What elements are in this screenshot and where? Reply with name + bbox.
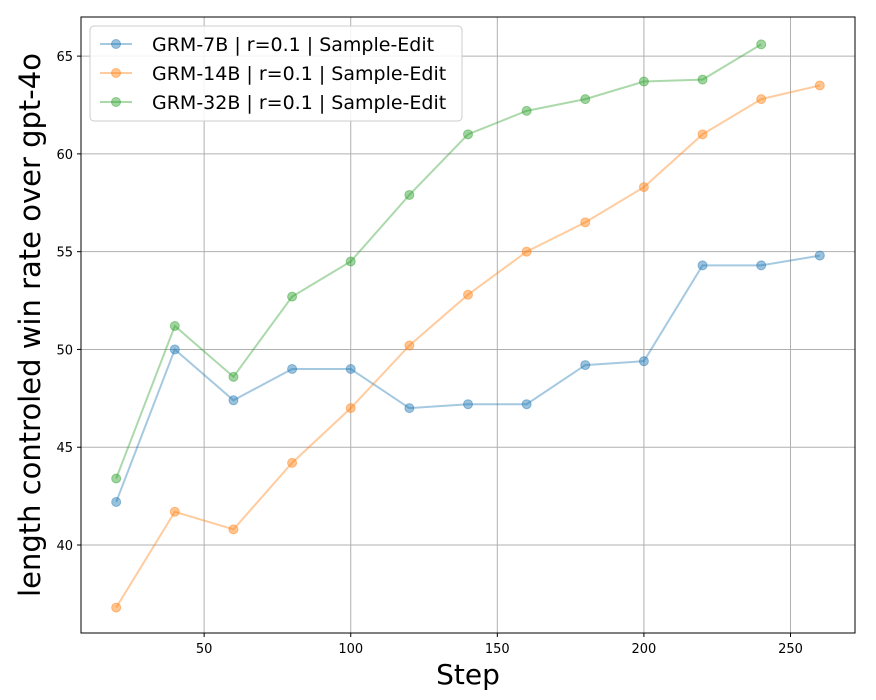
plot-frame (80, 16, 856, 634)
series-1 (111, 80, 825, 613)
data-point (111, 602, 122, 613)
data-point (756, 260, 767, 271)
series-line (115, 84, 821, 609)
series-2 (111, 39, 767, 484)
series-0 (111, 250, 825, 507)
x-tick-label: 250 (778, 642, 803, 657)
data-point (404, 189, 415, 200)
legend-label: GRM-7B | r=0.1 | Sample-Edit (152, 34, 434, 56)
data-point (580, 360, 591, 371)
x-axis-label: Step (436, 658, 500, 691)
data-point (756, 94, 767, 105)
data-point (111, 473, 122, 484)
legend-label: GRM-14B | r=0.1 | Sample-Edit (152, 63, 446, 85)
legend-item: GRM-32B | r=0.1 | Sample-Edit (100, 92, 446, 114)
data-point (228, 524, 239, 535)
data-point (463, 129, 473, 140)
data-point (521, 399, 532, 410)
data-point (287, 457, 298, 468)
series-layer (111, 39, 825, 613)
data-point (638, 356, 649, 367)
x-tick-label: 200 (631, 642, 656, 657)
y-tick-label: 40 (56, 539, 73, 554)
data-point (228, 395, 239, 406)
data-point (169, 344, 180, 355)
x-tick-label: 100 (338, 642, 363, 657)
data-point (287, 364, 298, 374)
data-point (697, 129, 708, 140)
y-tick-label: 45 (56, 441, 73, 456)
data-point (345, 403, 356, 414)
data-point (169, 506, 180, 517)
y-tick-label: 60 (56, 148, 73, 163)
data-point (697, 74, 708, 85)
data-point (404, 403, 415, 414)
legend-marker (111, 39, 121, 49)
data-point (111, 496, 122, 507)
legend-box (89, 25, 463, 122)
x-tick-label: 50 (196, 642, 213, 657)
legend: GRM-7B | r=0.1 | Sample-Edit GRM-14B | r=… (89, 25, 463, 122)
data-point (638, 76, 649, 87)
data-point (228, 371, 239, 382)
x-tick-label: 150 (485, 642, 510, 657)
axis-ticks: 50 100 150 200 250 40 45 50 55 60 65 (56, 50, 802, 657)
data-point (580, 94, 591, 105)
y-tick-label: 65 (56, 50, 73, 65)
series-line (115, 43, 762, 479)
data-point (404, 340, 415, 351)
data-point (756, 39, 767, 50)
data-point (345, 256, 356, 267)
data-point (697, 260, 708, 271)
data-point (287, 291, 298, 302)
data-point (814, 80, 825, 91)
data-point (521, 105, 532, 116)
legend-marker (111, 68, 121, 78)
data-point (521, 246, 532, 257)
legend-label: GRM-32B | r=0.1 | Sample-Edit (152, 92, 446, 114)
legend-marker (111, 97, 121, 107)
data-point (463, 399, 473, 410)
legend-item: GRM-14B | r=0.1 | Sample-Edit (100, 63, 446, 85)
y-tick-label: 50 (56, 343, 73, 358)
data-point (463, 289, 473, 300)
y-axis-label: length controled win rate over gpt-4o (13, 53, 47, 597)
data-point (345, 364, 356, 374)
y-tick-label: 55 (56, 246, 73, 261)
data-point (638, 182, 649, 193)
data-point (814, 250, 825, 261)
legend-item: GRM-7B | r=0.1 | Sample-Edit (100, 34, 434, 56)
series-line (115, 254, 820, 503)
data-point (169, 320, 180, 331)
data-point (580, 217, 591, 228)
